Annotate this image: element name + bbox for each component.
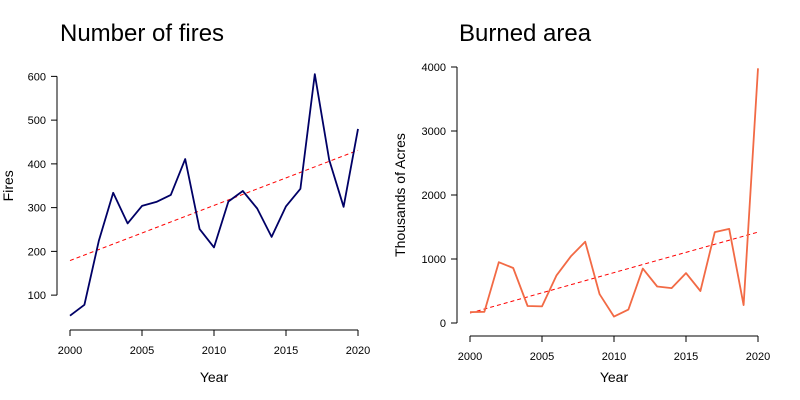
y-tick-label: 3000 [422,126,446,138]
chart-title: Number of fires [60,20,224,47]
x-tick-label: 2000 [458,351,482,363]
series-line [469,68,759,318]
trend-line [469,231,759,314]
y-tick-label: 2000 [422,190,446,202]
y-tick-label: 200 [28,246,46,258]
x-tick-label: 2020 [746,351,770,363]
chart-panel-2: Burned area 0 1000 2000 3000 4000 2000 2005 2010… [392,20,770,385]
x-tick-label: 2015 [274,345,298,357]
x-tick-label: 2020 [346,345,370,357]
x-tick-label: 2010 [602,351,626,363]
y-tick-label: 4000 [422,62,446,74]
y-tick-label: 300 [28,203,46,215]
chart-panel-1: Number of fires 100 200 300 400 500 600 2000 200… [0,20,370,385]
chart-title: Burned area [459,20,592,47]
x-tick-label: 2005 [530,351,554,363]
y-tick-label: 500 [28,115,46,127]
y-tick-label: 1000 [422,254,446,266]
y-tick-label: 100 [28,290,46,302]
x-tick-label: 2000 [58,345,82,357]
y-tick-label: 0 [440,318,446,330]
x-tick-label: 2010 [202,345,226,357]
x-axis-label: Year [200,369,229,385]
y-tick-label: 400 [28,159,46,171]
y-axis-label: Fires [0,170,16,201]
trend-line [69,149,359,262]
series-line [69,73,359,317]
y-axis-label: Thousands of Acres [392,133,408,257]
x-tick-label: 2005 [130,345,154,357]
x-axis-label: Year [600,369,629,385]
y-tick-label: 600 [28,71,46,83]
x-tick-label: 2015 [674,351,698,363]
